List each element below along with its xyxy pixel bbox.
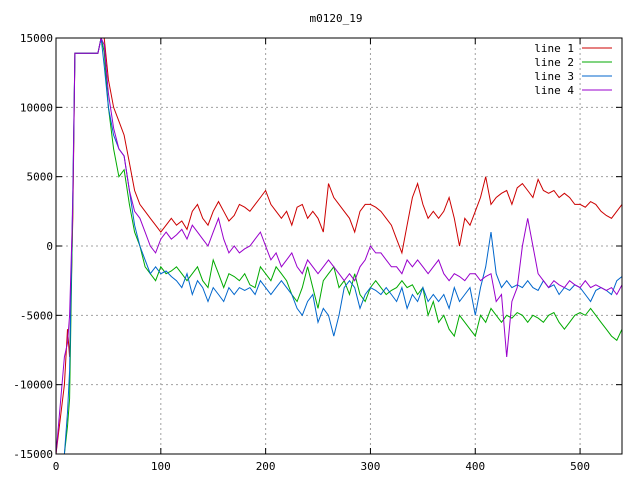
x-tick-label: 300 <box>361 460 381 473</box>
legend-label-2: line 2 <box>534 56 574 69</box>
x-tick-label: 400 <box>465 460 485 473</box>
series-line-2 <box>56 38 622 454</box>
series-lines <box>56 38 622 454</box>
x-tick-label: 200 <box>256 460 276 473</box>
x-tick-label: 500 <box>570 460 590 473</box>
legend-label-1: line 1 <box>534 42 574 55</box>
y-tick-label: 5000 <box>27 171 54 184</box>
y-tick-label: -5000 <box>20 309 53 322</box>
y-tick-label: -15000 <box>13 448 53 461</box>
series-line-4 <box>56 38 622 454</box>
legend-label-4: line 4 <box>534 84 574 97</box>
x-tick-label: 0 <box>53 460 60 473</box>
legend-label-3: line 3 <box>534 70 574 83</box>
axis-ticks: 0 100 200 300 400 500 -15000 -10000 -5000 0 5000 10… <box>13 32 622 473</box>
y-tick-label: -10000 <box>13 379 53 392</box>
series-line-1 <box>56 38 622 454</box>
series-line-3 <box>56 38 622 454</box>
y-tick-label: 10000 <box>20 101 53 114</box>
y-tick-label: 15000 <box>20 32 53 45</box>
y-tick-label: 0 <box>46 240 53 253</box>
x-tick-label: 100 <box>151 460 171 473</box>
grid <box>56 38 622 454</box>
chart-title: m0120_19 <box>310 12 363 25</box>
